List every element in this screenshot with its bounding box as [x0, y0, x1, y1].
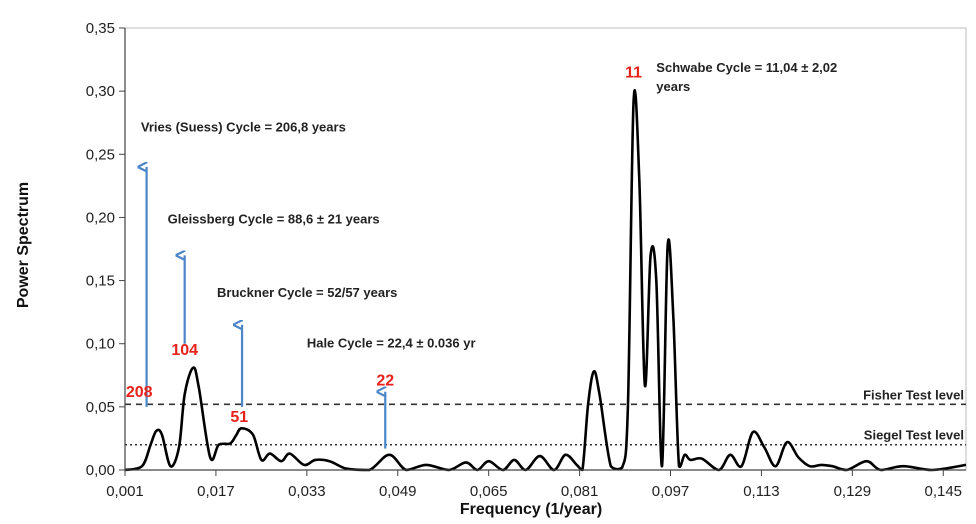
cycle-annotation: Gleissberg Cycle = 88,6 ± 21 years: [168, 212, 380, 227]
y-axis: 0,00 0,05 0,10 0,15 0,20 0,25 0,30 0,35: [86, 20, 126, 479]
y-tick-label: 0,25: [86, 146, 115, 163]
y-tick-label: 0,00: [86, 462, 115, 479]
reference-line-label: Siegel Test level: [864, 428, 964, 443]
cycle-annotation: Bruckner Cycle = 52/57 years: [217, 285, 397, 300]
y-tick-label: 0,15: [86, 273, 115, 290]
x-tick-label: 0,081: [561, 483, 599, 500]
x-tick-label: 0,033: [288, 483, 326, 500]
x-axis-title: Frequency (1/year): [460, 501, 602, 518]
x-tick-label: 0,049: [379, 483, 417, 500]
cycle-annotation: Hale Cycle = 22,4 ± 0.036 yr: [307, 336, 476, 351]
y-tick-label: 0,20: [86, 209, 115, 226]
series-layer: [124, 89, 967, 472]
x-tick-label: 0,129: [834, 483, 872, 500]
y-tick-label: 0,05: [86, 399, 115, 416]
peak-period-label: 22: [376, 372, 394, 389]
peak-period-label: 11: [625, 64, 642, 81]
y-tick-label: 0,10: [86, 336, 115, 353]
x-tick-label: 0,017: [197, 483, 235, 500]
spectrum-line: [124, 89, 967, 472]
cycle-annotation: Vries (Suess) Cycle = 206,8 years: [141, 120, 346, 135]
x-axis: 0,001 0,017 0,033 0,049 0,065 0,081 0,097 0,113…: [106, 469, 966, 500]
label-layer: Vries (Suess) Cycle = 206,8 years Gleissb…: [126, 60, 837, 426]
x-tick-label: 0,145: [924, 483, 962, 500]
reference-line-label: Fisher Test level: [863, 387, 964, 402]
reference-lines: Fisher Test level Siegel Test level: [125, 387, 966, 446]
peak-period-label: 51: [230, 409, 248, 426]
peak-period-label: 104: [171, 342, 198, 359]
cycle-annotation: Schwabe Cycle = 11,04 ± 2,02: [656, 60, 837, 75]
y-axis-title: Power Spectrum: [15, 182, 32, 308]
y-tick-label: 0,35: [86, 20, 115, 37]
y-tick-label: 0,30: [86, 83, 115, 100]
cycle-annotation: years: [656, 79, 690, 94]
x-tick-label: 0,065: [470, 483, 508, 500]
x-tick-label: 0,113: [743, 483, 779, 500]
peak-period-label: 208: [126, 384, 153, 401]
x-tick-label: 0,001: [106, 483, 144, 500]
arrow-layer: [147, 167, 387, 449]
x-tick-label: 0,097: [652, 483, 690, 500]
